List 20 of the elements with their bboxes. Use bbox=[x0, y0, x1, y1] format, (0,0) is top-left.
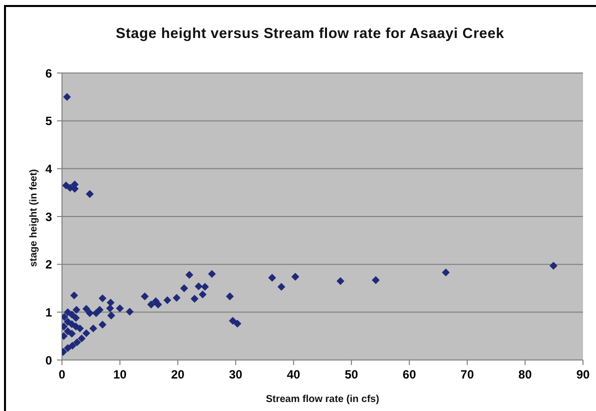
y-tick-label: 2 bbox=[45, 258, 52, 272]
x-axis-title: Stream flow rate (in cfs) bbox=[264, 394, 380, 405]
x-tick-label: 60 bbox=[402, 368, 416, 382]
chart-title: Stage height versus Stream flow rate for Asaayi Creek bbox=[114, 26, 506, 42]
x-tick-label: 0 bbox=[58, 368, 66, 382]
y-tick-label: 6 bbox=[45, 66, 52, 80]
y-tick-label: 5 bbox=[45, 114, 52, 128]
x-tick-label: 40 bbox=[286, 368, 301, 382]
y-tick-label: 0 bbox=[45, 353, 52, 368]
x-tick-label: 50 bbox=[344, 368, 358, 382]
x-tick-label: 30 bbox=[228, 368, 243, 382]
x-tick-label: 20 bbox=[171, 368, 185, 382]
y-axis-title: stage height (in feet) bbox=[28, 169, 40, 267]
x-tick-label: 80 bbox=[518, 368, 532, 382]
x-tick-label: 10 bbox=[113, 368, 127, 382]
y-tick-label: 1 bbox=[45, 305, 52, 320]
x-tick-label: 70 bbox=[460, 368, 474, 382]
x-tick-label: 90 bbox=[576, 368, 590, 382]
y-tick-label: 3 bbox=[45, 210, 52, 224]
y-tick-label: 4 bbox=[45, 162, 52, 176]
